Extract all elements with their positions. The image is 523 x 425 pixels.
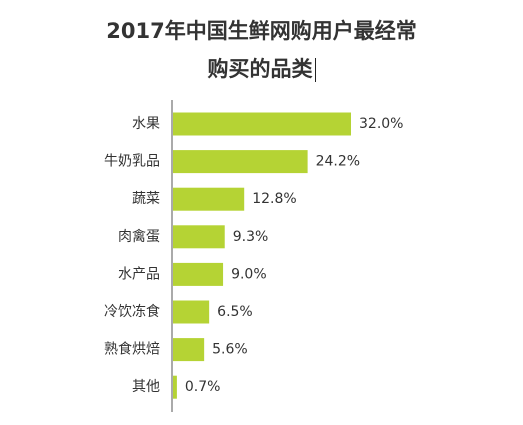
bar: [173, 187, 245, 211]
category-label: 其他: [132, 379, 160, 395]
category-label: 牛奶乳品: [104, 154, 160, 170]
category-label: 蔬菜: [132, 191, 160, 207]
bar: [173, 150, 308, 174]
value-label: 24.2%: [316, 154, 360, 170]
category-label: 肉禽蛋: [118, 228, 160, 245]
value-label: 6.5%: [217, 304, 253, 320]
chart-title-line-2-text: 购买的品类: [207, 57, 313, 81]
bar: [173, 112, 351, 136]
value-label: 32.0%: [359, 116, 403, 132]
bar: [173, 375, 177, 399]
category-label: 熟食烘焙: [104, 341, 160, 358]
category-label: 水产品: [118, 266, 160, 282]
chart-title-line-2: 购买的品类: [0, 50, 523, 88]
bar: [173, 338, 205, 362]
value-label: 9.3%: [233, 229, 269, 245]
value-label: 9.0%: [231, 266, 267, 282]
chart-title-line-1: 2017年中国生鲜网购用户最经常: [106, 19, 417, 43]
chart-title: 2017年中国生鲜网购用户最经常 购买的品类: [0, 12, 523, 88]
value-label: 5.6%: [212, 342, 248, 358]
category-label: 冷饮冻食: [104, 303, 160, 320]
value-label: 0.7%: [185, 379, 221, 395]
value-label: 12.8%: [252, 191, 296, 207]
bar: [173, 262, 224, 286]
text-cursor-icon: [314, 58, 316, 82]
bar: [173, 225, 225, 249]
bar: [173, 300, 210, 324]
bars-group: 水果 32.0% 牛奶乳品 24.2% 蔬菜 12.8% 肉禽蛋 9.3% 水产品 9.0% 冷饮冻…: [104, 112, 403, 399]
category-label: 水果: [132, 116, 160, 132]
